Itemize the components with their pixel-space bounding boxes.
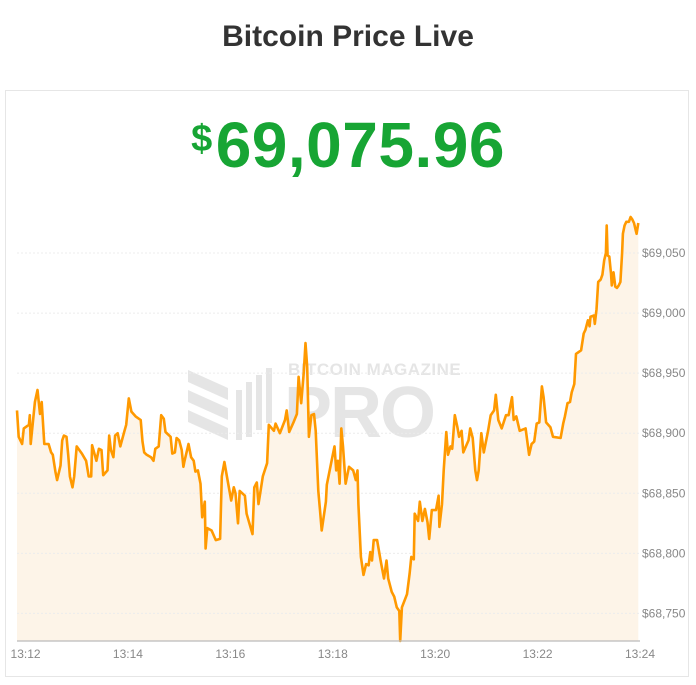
x-tick-label: 13:18	[318, 647, 348, 661]
page-title: Bitcoin Price Live	[222, 20, 474, 53]
x-tick-label: 13:16	[215, 647, 245, 661]
x-tick-label: 13:22	[523, 647, 553, 661]
y-tick-label: $69,050	[642, 246, 686, 260]
x-tick-label: 13:24	[625, 647, 655, 661]
x-tick-label: 13:14	[113, 647, 143, 661]
price-value: 69,075.96	[215, 109, 505, 181]
watermark-logo: BITCOIN MAGAZINE PRO	[188, 360, 468, 453]
price-area-fill	[17, 217, 639, 641]
y-tick-label: $68,750	[642, 606, 686, 620]
y-tick-label: $68,950	[642, 366, 686, 380]
chart-card	[5, 90, 689, 677]
live-price: $69,075.96	[0, 108, 696, 182]
x-tick-label: 13:20	[420, 647, 450, 661]
price-line	[15, 215, 640, 643]
candlestick-logo-icon	[188, 368, 272, 440]
currency-symbol: $	[191, 118, 213, 160]
y-tick-label: $69,000	[642, 306, 686, 320]
y-tick-label: $68,850	[642, 486, 686, 500]
y-tick-label: $68,800	[642, 546, 686, 560]
watermark-line1: BITCOIN MAGAZINE	[288, 360, 462, 379]
y-tick-label: $68,900	[642, 426, 686, 440]
x-tick-label: 13:12	[11, 647, 41, 661]
